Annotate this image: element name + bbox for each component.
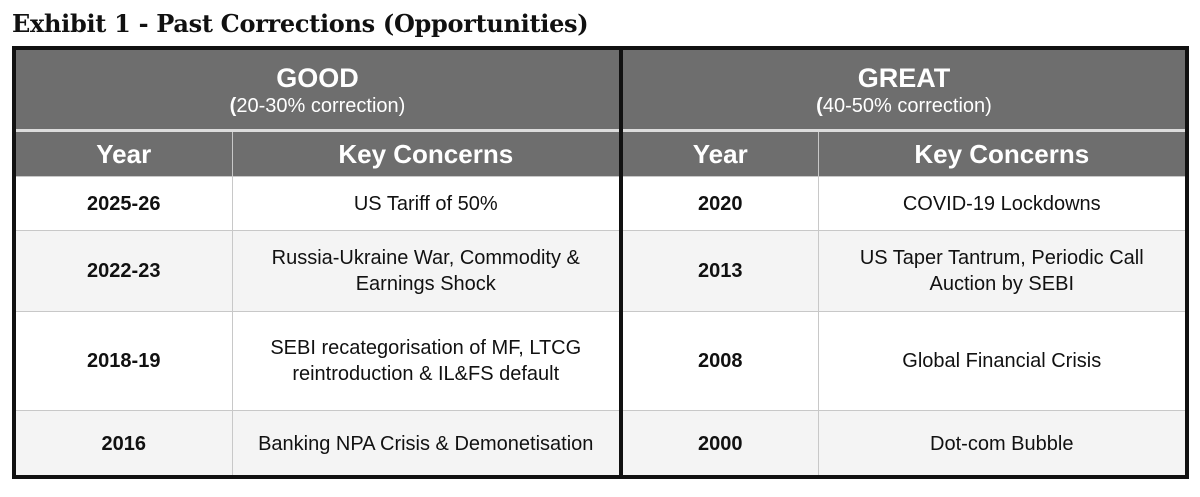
year-column-header: Year (16, 132, 232, 177)
great-category-title: GREAT (857, 63, 951, 93)
concerns-cell: Russia-Ukraine War, Commodity & Earnings… (231, 230, 619, 312)
year-cell: 2020 (623, 176, 818, 231)
table-row: 2000 Dot-com Bubble (623, 410, 1185, 475)
concerns-cell: Dot-com Bubble (817, 410, 1185, 475)
great-category-header: GREAT (40-50% correction) (623, 50, 1185, 132)
good-category-subtitle: (20-30% correction) (16, 94, 619, 118)
concerns-cell: Global Financial Crisis (817, 311, 1185, 411)
year-column-header: Year (623, 132, 818, 177)
table-row: 2020 COVID-19 Lockdowns (623, 176, 1185, 231)
year-cell: 2000 (623, 410, 818, 475)
year-cell: 2018-19 (16, 311, 232, 411)
table-header-row: Year Key Concerns (623, 132, 1185, 177)
year-cell: 2008 (623, 311, 818, 411)
table-row: 2008 Global Financial Crisis (623, 311, 1185, 411)
good-corrections-table: Year Key Concerns 2025-26 US Tariff of 5… (16, 132, 619, 475)
great-category-subtitle: (40-50% correction) (623, 94, 1185, 118)
good-category-title: GOOD (276, 63, 359, 93)
year-cell: 2025-26 (16, 176, 232, 231)
good-corrections-panel: GOOD (20-30% correction) Year Key Concer… (12, 46, 623, 479)
exhibit-title: Exhibit 1 - Past Corrections (Opportunit… (12, 9, 589, 38)
concerns-cell: US Tariff of 50% (231, 176, 619, 231)
subtitle-open-paren: ( (816, 95, 823, 117)
subtitle-text: 20-30% correction) (236, 95, 406, 117)
concerns-cell: SEBI recategorisation of MF, LTCG reintr… (231, 311, 619, 411)
table-row: 2013 US Taper Tantrum, Periodic Call Auc… (623, 230, 1185, 312)
great-corrections-panel: GREAT (40-50% correction) Year Key Conce… (619, 46, 1189, 479)
subtitle-text: 40-50% correction) (822, 95, 992, 117)
table-header-row: Year Key Concerns (16, 132, 619, 177)
key-concerns-column-header: Key Concerns (817, 132, 1185, 177)
concerns-cell: Banking NPA Crisis & Demonetisation (231, 410, 619, 475)
good-category-header: GOOD (20-30% correction) (16, 50, 619, 132)
key-concerns-column-header: Key Concerns (231, 132, 619, 177)
table-row: 2018-19 SEBI recategorisation of MF, LTC… (16, 311, 619, 411)
year-cell: 2022-23 (16, 230, 232, 312)
subtitle-open-paren: ( (229, 95, 237, 117)
table-row: 2022-23 Russia-Ukraine War, Commodity & … (16, 230, 619, 312)
table-row: 2025-26 US Tariff of 50% (16, 176, 619, 231)
concerns-cell: US Taper Tantrum, Periodic Call Auction … (817, 230, 1185, 312)
concerns-cell: COVID-19 Lockdowns (817, 176, 1185, 231)
year-cell: 2016 (16, 410, 232, 475)
year-cell: 2013 (623, 230, 818, 312)
table-row: 2016 Banking NPA Crisis & Demonetisation (16, 410, 619, 475)
great-corrections-table: Year Key Concerns 2020 COVID-19 Lockdown… (623, 132, 1185, 475)
